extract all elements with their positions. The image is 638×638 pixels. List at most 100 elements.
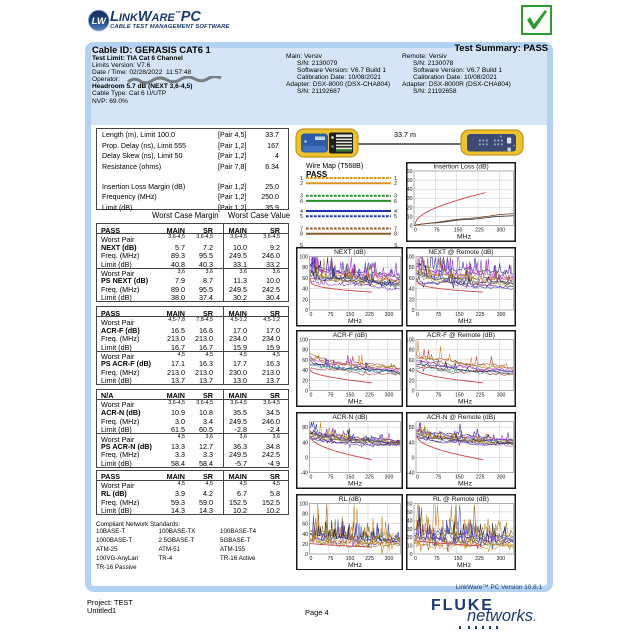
svg-text:150: 150 — [454, 312, 463, 318]
svg-text:300: 300 — [496, 312, 505, 318]
svg-text:0: 0 — [411, 455, 414, 461]
svg-text:20: 20 — [408, 297, 414, 303]
svg-text:80: 80 — [408, 265, 414, 271]
svg-text:100: 100 — [406, 338, 415, 344]
svg-text:40: 40 — [302, 368, 308, 374]
svg-text:75: 75 — [435, 393, 441, 399]
svg-text:225: 225 — [365, 556, 374, 562]
svg-text:40: 40 — [302, 440, 308, 446]
svg-text:50: 50 — [406, 178, 412, 184]
svg-text:MHz: MHz — [457, 233, 472, 240]
svg-text:MHz: MHz — [348, 480, 363, 487]
svg-text:2: 2 — [300, 181, 303, 187]
svg-text:225: 225 — [475, 393, 484, 399]
svg-text:225: 225 — [475, 556, 484, 562]
svg-text:225: 225 — [475, 312, 484, 318]
svg-text:40: 40 — [302, 531, 308, 537]
svg-text:LW: LW — [92, 16, 107, 27]
svg-text:10: 10 — [406, 214, 412, 220]
svg-text:6: 6 — [394, 199, 397, 205]
svg-text:0: 0 — [409, 224, 412, 230]
svg-text:100: 100 — [406, 255, 415, 261]
svg-text:150: 150 — [346, 556, 355, 562]
svg-text:10: 10 — [406, 543, 412, 549]
svg-text:7: 7 — [300, 227, 303, 233]
svg-text:100: 100 — [299, 501, 308, 507]
svg-text:75: 75 — [328, 474, 334, 480]
svg-text:300: 300 — [496, 556, 505, 562]
svg-text:MHz: MHz — [458, 318, 473, 325]
svg-text:4: 4 — [300, 209, 303, 215]
svg-text:-40: -40 — [301, 470, 309, 476]
svg-text:0: 0 — [409, 552, 412, 558]
svg-text:0: 0 — [411, 389, 414, 395]
svg-text:RL (dB): RL (dB) — [339, 496, 361, 503]
svg-text:300: 300 — [496, 228, 505, 234]
svg-text:60: 60 — [302, 521, 308, 527]
svg-text:75: 75 — [328, 393, 334, 399]
svg-text:20: 20 — [302, 541, 308, 547]
svg-text:50: 50 — [406, 509, 412, 515]
svg-text:MHz: MHz — [348, 561, 363, 568]
svg-text:40: 40 — [406, 187, 412, 193]
svg-text:Insertion Loss (dB): Insertion Loss (dB) — [433, 164, 488, 171]
svg-text:8: 8 — [394, 232, 397, 238]
svg-text:ACR-F (dB): ACR-F (dB) — [333, 332, 367, 339]
svg-text:MHz: MHz — [348, 398, 363, 405]
svg-text:300: 300 — [385, 312, 394, 318]
svg-text:60: 60 — [408, 358, 414, 364]
svg-text:80: 80 — [302, 265, 308, 271]
svg-text:300: 300 — [385, 474, 394, 480]
svg-text:MHz: MHz — [457, 561, 472, 568]
svg-text:0: 0 — [416, 312, 419, 318]
svg-text:225: 225 — [475, 474, 484, 480]
svg-text:0: 0 — [414, 228, 417, 234]
svg-text:60: 60 — [302, 276, 308, 282]
svg-text:75: 75 — [433, 556, 439, 562]
svg-text:0: 0 — [305, 308, 308, 314]
svg-text:100: 100 — [299, 338, 308, 344]
svg-text:0: 0 — [416, 393, 419, 399]
svg-text:60: 60 — [406, 169, 412, 175]
svg-text:300: 300 — [496, 474, 505, 480]
svg-text:75: 75 — [433, 228, 439, 234]
svg-text:7: 7 — [394, 227, 397, 233]
svg-text:100: 100 — [299, 255, 308, 261]
svg-text:MHz: MHz — [458, 398, 473, 405]
svg-text:6: 6 — [300, 199, 303, 205]
svg-text:20: 20 — [406, 535, 412, 541]
svg-text:0: 0 — [416, 474, 419, 480]
svg-text:80: 80 — [408, 425, 414, 431]
svg-text:ACR-F @ Remote (dB): ACR-F @ Remote (dB) — [427, 332, 495, 339]
svg-text:0: 0 — [305, 552, 308, 558]
svg-text:20: 20 — [408, 378, 414, 384]
svg-text:-40: -40 — [407, 470, 415, 476]
svg-text:0: 0 — [310, 556, 313, 562]
svg-text:NEXT (dB): NEXT (dB) — [334, 249, 366, 256]
svg-text:5: 5 — [300, 214, 303, 220]
svg-text:ACR-N (dB): ACR-N (dB) — [332, 414, 367, 421]
svg-text:150: 150 — [454, 474, 463, 480]
svg-text:1: 1 — [394, 176, 397, 182]
svg-text:225: 225 — [475, 228, 484, 234]
svg-text:RL @ Remote (dB): RL @ Remote (dB) — [433, 496, 489, 503]
svg-text:150: 150 — [453, 556, 462, 562]
svg-text:150: 150 — [453, 228, 462, 234]
svg-text:3: 3 — [394, 194, 397, 200]
svg-text:40: 40 — [408, 368, 414, 374]
svg-text:60: 60 — [406, 501, 412, 507]
svg-text:80: 80 — [302, 348, 308, 354]
svg-text:300: 300 — [385, 556, 394, 562]
svg-text:80: 80 — [302, 511, 308, 517]
svg-text:30: 30 — [406, 526, 412, 532]
svg-text:0: 0 — [310, 312, 313, 318]
svg-text:40: 40 — [406, 518, 412, 524]
svg-text:150: 150 — [346, 312, 355, 318]
svg-text:300: 300 — [496, 393, 505, 399]
svg-text:150: 150 — [454, 393, 463, 399]
svg-text:ACR-N @ Remote (dB): ACR-N @ Remote (dB) — [426, 414, 495, 421]
svg-text:75: 75 — [435, 474, 441, 480]
svg-text:5: 5 — [394, 214, 397, 220]
svg-text:40: 40 — [302, 287, 308, 293]
svg-text:75: 75 — [435, 312, 441, 318]
